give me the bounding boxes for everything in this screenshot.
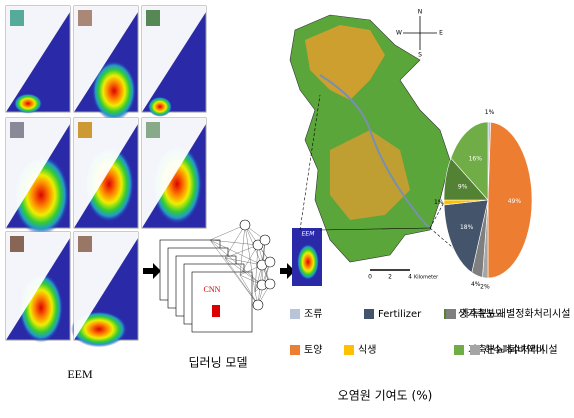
edge (239, 224, 246, 276)
pie-slice (487, 121, 533, 279)
arrow (143, 263, 161, 279)
eem-blob (14, 93, 42, 114)
legend-swatch (446, 309, 456, 319)
icon (146, 10, 160, 26)
compass-label: N (418, 9, 423, 16)
edge (224, 257, 259, 306)
pie-chart: 1% 49% 2%4% 18% 1% 9% 16% (434, 109, 533, 291)
eem-mask (6, 118, 70, 228)
edge (224, 257, 263, 266)
eem-mask (6, 6, 70, 112)
output-label: EEM (302, 231, 316, 238)
legend-label: 하수폐수처리시설 (484, 343, 558, 356)
eem-mask (74, 232, 138, 340)
caption: 오염원 기여도 (%) (338, 389, 433, 403)
legend-label: 가축분뇨개별정화처리시설 (460, 308, 570, 320)
scale-label: 0 (368, 274, 372, 281)
scale-label: 2 (388, 274, 392, 281)
eem-mask (142, 118, 206, 228)
edge (209, 239, 259, 246)
pie-label: 4% (471, 281, 481, 288)
pie-slice (443, 199, 489, 274)
icon (78, 236, 92, 252)
edge (209, 239, 263, 266)
edge (224, 224, 246, 259)
edge (209, 224, 246, 241)
edge (224, 244, 259, 259)
icon (10, 236, 24, 252)
node (264, 278, 276, 290)
arrow (280, 263, 295, 279)
network: CNN (159, 219, 276, 333)
edge (254, 244, 259, 293)
pie-slice (450, 121, 489, 201)
legend-swatch (290, 309, 300, 319)
legend-swatch (290, 345, 300, 355)
cnn-layer (191, 271, 253, 333)
map (289, 14, 489, 279)
eem-mask (74, 118, 138, 228)
node (252, 299, 264, 311)
edge (209, 239, 263, 286)
node (264, 256, 276, 268)
edge (244, 224, 256, 293)
legend-label: Fertilizer (378, 309, 422, 320)
compass-label: S (418, 52, 422, 59)
cnn-label: CNN (204, 285, 221, 294)
eem-panels (5, 5, 207, 348)
pie-label: 18% (460, 224, 474, 231)
scale-label: 4 (408, 274, 412, 281)
legend-label: 생가축분뇨 (458, 308, 504, 320)
cnn-kernel (212, 305, 220, 317)
icon (146, 122, 160, 138)
legend-label: 토양 (304, 344, 322, 356)
pie-label: 1% (485, 109, 495, 116)
pie-label: 1% (434, 199, 444, 206)
legend-label: 가축분뇨 퇴비액비 (468, 344, 545, 356)
edge (257, 239, 266, 306)
node (239, 219, 251, 231)
eem-mask (142, 6, 206, 112)
icon (10, 122, 24, 138)
node (259, 234, 271, 246)
eem-blob (148, 96, 172, 117)
eem-mask (74, 6, 138, 112)
edge (239, 244, 259, 276)
eem-blob (92, 60, 136, 121)
legend-swatch (364, 309, 374, 319)
edge (239, 274, 259, 306)
eem-mask (6, 232, 70, 340)
legend-swatch (470, 345, 480, 355)
compass-label: E (439, 30, 443, 37)
edge (209, 239, 259, 306)
compass-label: W (396, 30, 402, 37)
pie-label: 49% (508, 198, 522, 205)
icon (78, 10, 92, 26)
icon (10, 10, 24, 26)
model-label: 딥러닝 모델 (188, 356, 247, 370)
legend-swatch (454, 345, 464, 355)
icon (78, 122, 92, 138)
output-blob (297, 244, 319, 280)
legend-swatch (344, 345, 354, 355)
legend-label: 조류 (304, 308, 322, 320)
scale-unit: Kilometer (414, 275, 439, 281)
pie-label: 2% (480, 284, 490, 291)
pie-label: 16% (469, 155, 483, 162)
legend-label: 식생 (358, 344, 376, 356)
pie-label: 9% (458, 183, 468, 190)
eem-label: EEM (67, 367, 93, 381)
